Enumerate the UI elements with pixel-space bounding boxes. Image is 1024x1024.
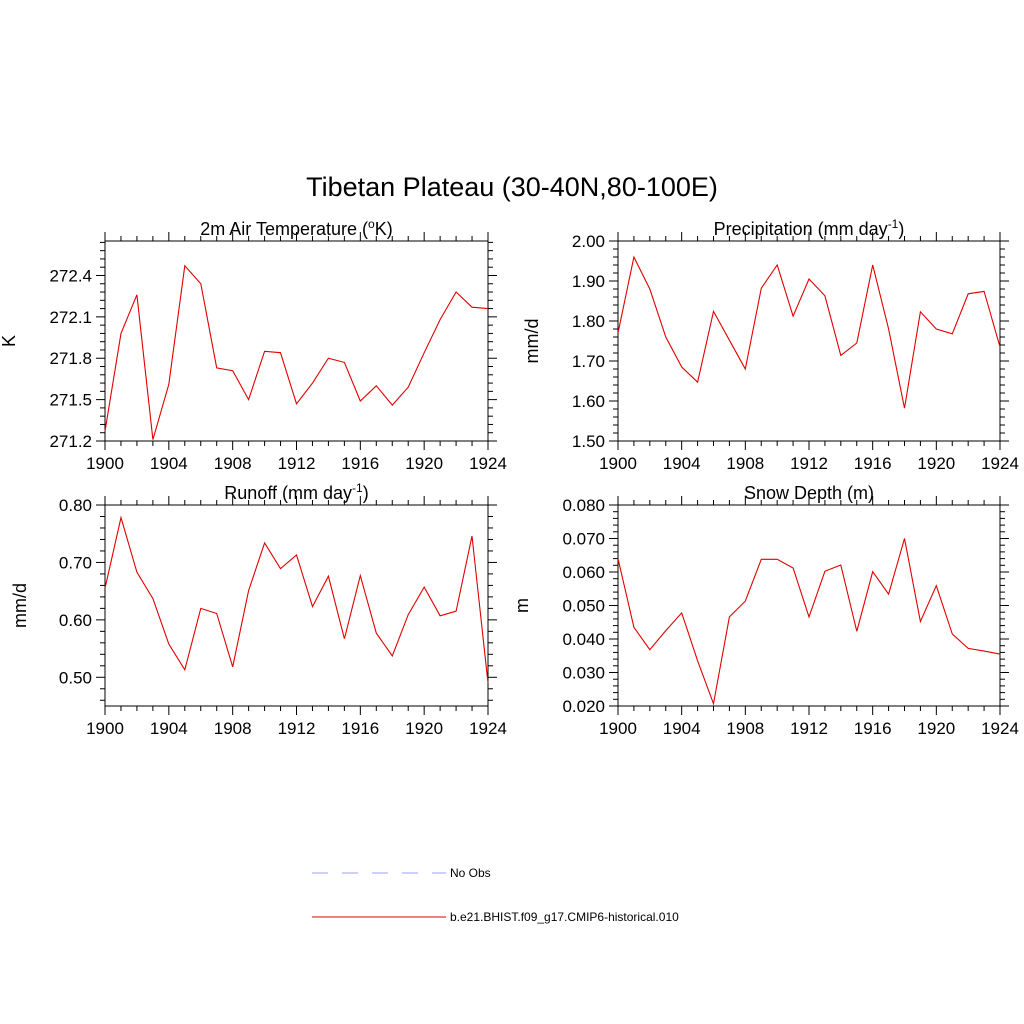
y-tick-label: 0.070: [562, 530, 605, 549]
y-tick-label: 0.60: [59, 611, 92, 630]
y-tick-label: 2.00: [572, 232, 605, 251]
y-tick-label: 1.60: [572, 392, 605, 411]
panel-title-tail: ): [363, 483, 369, 503]
x-tick-label: 1924: [469, 454, 507, 473]
y-tick-label: 0.080: [562, 496, 605, 515]
panel-title: 2m Air Temperature (oK): [200, 217, 392, 239]
y-tick-label: 0.70: [59, 553, 92, 572]
x-tick-label: 1924: [981, 719, 1019, 738]
x-tick-label: 1912: [278, 454, 316, 473]
legend-label: b.e21.BHIST.f09_g17.CMIP6-historical.010: [450, 910, 679, 924]
x-tick-label: 1916: [854, 454, 892, 473]
y-tick-label: 0.050: [562, 597, 605, 616]
panel-3: Runoff (mm day-1) mm/d 1900 1904 1908 1912 191…: [10, 481, 507, 738]
series-line: [104, 515, 489, 684]
y-tick-label: 1.70: [572, 352, 605, 371]
panel-title-sup: -1: [888, 217, 899, 231]
x-tick-label: 1912: [278, 719, 316, 738]
legend-label: No Obs: [450, 866, 491, 880]
panel-title-main: Snow Depth (m): [744, 483, 874, 503]
y-tick-label: 1.80: [572, 312, 605, 331]
y-tick-label: 0.040: [562, 630, 605, 649]
y-axis-label: K: [0, 335, 19, 347]
x-tick-label: 1908: [726, 454, 764, 473]
panel-title-sup: -1: [352, 481, 363, 495]
y-tick-label: 271.5: [49, 391, 92, 410]
y-tick-label: 272.1: [49, 308, 92, 327]
x-tick-label: 1908: [214, 719, 252, 738]
x-tick-label: 1900: [599, 719, 637, 738]
y-tick-label: 1.90: [572, 272, 605, 291]
y-axis-label: m: [512, 598, 532, 613]
y-tick-label: 0.020: [562, 697, 605, 716]
series-line: [617, 255, 1001, 409]
plot-frame: [617, 240, 1001, 442]
panel-title-sup: o: [368, 217, 375, 231]
x-tick-label: 1920: [917, 454, 955, 473]
y-axis-label: mm/d: [10, 583, 30, 628]
y-tick-label: 272.4: [49, 266, 92, 285]
y-tick-label: 0.060: [562, 563, 605, 582]
panel-title-main: 2m Air Temperature (: [200, 219, 368, 239]
plot-frame: [104, 240, 489, 442]
y-tick-label: 1.50: [572, 432, 605, 451]
y-tick-label: 271.2: [49, 432, 92, 451]
series-line: [617, 538, 1001, 706]
panel-title-main: Precipitation (mm day: [714, 219, 888, 239]
x-tick-label: 1920: [917, 719, 955, 738]
x-tick-label: 1924: [469, 719, 507, 738]
x-tick-label: 1920: [405, 454, 443, 473]
plot-frame: [104, 504, 489, 707]
x-tick-label: 1916: [854, 719, 892, 738]
y-tick-label: 0.030: [562, 664, 605, 683]
series-line: [104, 264, 489, 440]
x-tick-label: 1904: [150, 719, 188, 738]
panel-title: Snow Depth (m): [744, 483, 874, 503]
y-tick-label: 0.80: [59, 496, 92, 515]
panel-title: Precipitation (mm day-1): [714, 217, 905, 239]
x-tick-label: 1900: [86, 454, 124, 473]
x-tick-label: 1924: [981, 454, 1019, 473]
panels: 2m Air Temperature (oK) K 1900 1904 1908 1912…: [0, 217, 1019, 738]
x-tick-label: 1912: [790, 719, 828, 738]
y-axis-label: mm/d: [522, 319, 542, 364]
x-tick-label: 1908: [214, 454, 252, 473]
x-tick-label: 1916: [341, 454, 379, 473]
panel-title-tail: ): [898, 219, 904, 239]
figure-title: Tibetan Plateau (30-40N,80-100E): [306, 172, 718, 202]
x-tick-label: 1904: [150, 454, 188, 473]
x-tick-label: 1920: [405, 719, 443, 738]
panel-2: Precipitation (mm day-1) mm/d 1900 1904 1908…: [522, 217, 1019, 473]
y-tick-label: 0.50: [59, 668, 92, 687]
x-tick-label: 1908: [726, 719, 764, 738]
panel-1: 2m Air Temperature (oK) K 1900 1904 1908 1912…: [0, 217, 507, 473]
x-tick-label: 1912: [790, 454, 828, 473]
panel-title: Runoff (mm day-1): [224, 481, 368, 503]
y-tick-label: 271.8: [49, 349, 92, 368]
x-tick-label: 1900: [86, 719, 124, 738]
panel-title-main: Runoff (mm day: [224, 483, 352, 503]
x-tick-label: 1904: [663, 719, 701, 738]
x-tick-label: 1916: [341, 719, 379, 738]
legend: No Obs b.e21.BHIST.f09_g17.CMIP6-historic…: [312, 866, 679, 924]
x-tick-label: 1900: [599, 454, 637, 473]
x-tick-label: 1904: [663, 454, 701, 473]
panel-title-tail: K): [375, 219, 393, 239]
panel-4: Snow Depth (m) m 1900 1904 1908 1912 1916 1920 1…: [512, 483, 1019, 738]
